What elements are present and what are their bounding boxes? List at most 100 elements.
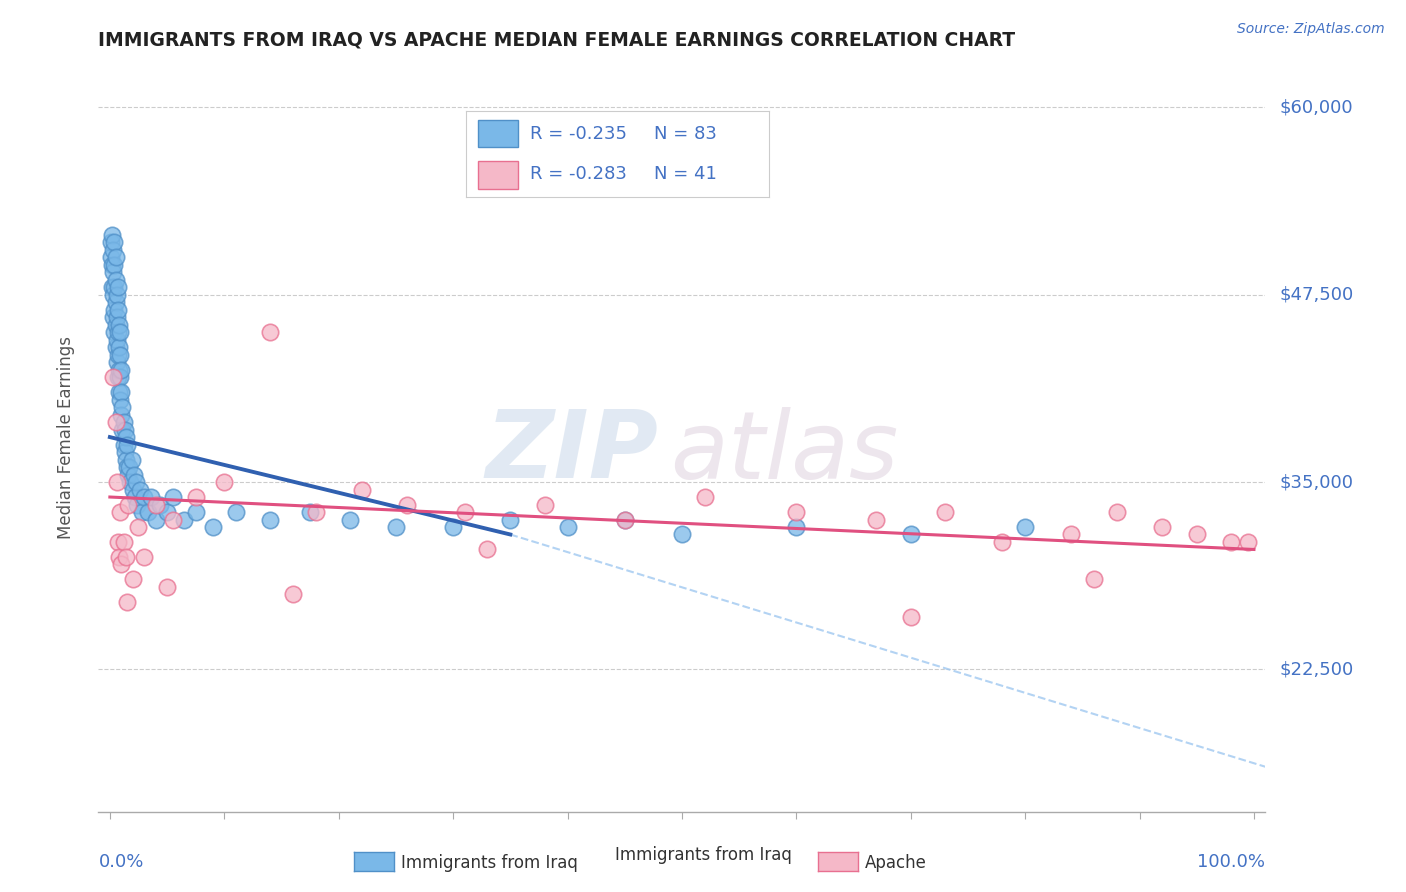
- Point: [107, 280, 129, 294]
- Point: [110, 362, 132, 376]
- Point: [121, 573, 143, 587]
- Point: [101, 280, 124, 294]
- Point: [110, 558, 132, 572]
- Point: [115, 595, 138, 609]
- Point: [149, 498, 172, 512]
- Point: [103, 280, 125, 294]
- Point: [105, 287, 128, 301]
- Point: [162, 512, 184, 526]
- Point: [104, 250, 127, 264]
- Point: [865, 512, 887, 526]
- Point: [453, 505, 475, 519]
- Point: [103, 243, 125, 257]
- Point: [281, 587, 304, 601]
- Point: [441, 520, 464, 534]
- Point: [114, 423, 136, 437]
- Point: [108, 505, 131, 519]
- Point: [120, 475, 142, 489]
- Point: [108, 325, 131, 339]
- Point: [396, 498, 419, 512]
- Point: [127, 498, 149, 512]
- Point: [1105, 505, 1128, 519]
- Point: [156, 505, 179, 519]
- Point: [117, 498, 139, 512]
- Point: [115, 430, 138, 444]
- Point: [103, 302, 125, 317]
- Text: 100.0%: 100.0%: [1198, 853, 1265, 871]
- Point: [162, 490, 184, 504]
- Point: [118, 460, 141, 475]
- Point: [103, 235, 125, 250]
- Point: [107, 348, 129, 362]
- Point: [134, 549, 156, 564]
- Point: [225, 505, 247, 519]
- Point: [107, 370, 129, 384]
- Point: [139, 490, 162, 504]
- Text: $35,000: $35,000: [1279, 473, 1354, 491]
- Point: [108, 318, 131, 332]
- Point: [105, 310, 128, 325]
- Point: [103, 310, 125, 325]
- Point: [1152, 520, 1174, 534]
- Point: [136, 505, 159, 519]
- Point: [105, 475, 128, 489]
- Point: [112, 415, 135, 429]
- Point: [103, 265, 125, 279]
- Point: [785, 520, 807, 534]
- Point: [115, 460, 138, 475]
- Point: [1237, 535, 1260, 549]
- Point: [671, 527, 693, 541]
- Point: [499, 512, 522, 526]
- Text: ZIP: ZIP: [485, 406, 658, 498]
- Point: [115, 549, 138, 564]
- Text: Apache: Apache: [865, 854, 927, 871]
- Point: [104, 295, 127, 310]
- Point: [100, 235, 122, 250]
- Point: [134, 490, 156, 504]
- Point: [100, 250, 122, 264]
- Point: [104, 340, 127, 354]
- Point: [121, 483, 143, 497]
- Point: [112, 437, 135, 451]
- Point: [111, 400, 134, 414]
- Point: [214, 475, 236, 489]
- Point: [117, 467, 139, 482]
- Point: [145, 498, 167, 512]
- Point: [156, 580, 179, 594]
- Point: [122, 467, 145, 482]
- Point: [101, 258, 124, 272]
- Point: [103, 287, 125, 301]
- Point: [101, 227, 124, 242]
- Text: $60,000: $60,000: [1279, 98, 1353, 116]
- Point: [103, 258, 125, 272]
- Point: [107, 535, 129, 549]
- Text: 0.0%: 0.0%: [98, 853, 143, 871]
- Point: [124, 490, 146, 504]
- Text: Immigrants from Iraq: Immigrants from Iraq: [401, 854, 578, 871]
- Point: [104, 415, 127, 429]
- Point: [184, 490, 207, 504]
- Point: [477, 542, 499, 557]
- Point: [1185, 527, 1208, 541]
- Point: [613, 512, 636, 526]
- Point: [112, 535, 135, 549]
- Point: [115, 437, 138, 451]
- Point: [299, 505, 322, 519]
- Point: [339, 512, 361, 526]
- Point: [125, 475, 148, 489]
- Text: $22,500: $22,500: [1279, 660, 1354, 678]
- Point: [108, 549, 131, 564]
- Point: [259, 325, 281, 339]
- Point: [785, 505, 807, 519]
- Point: [110, 408, 132, 422]
- Point: [103, 370, 125, 384]
- Point: [105, 355, 128, 369]
- Point: [108, 370, 131, 384]
- Point: [991, 535, 1014, 549]
- Point: [108, 340, 131, 354]
- Point: [533, 498, 555, 512]
- Point: [1083, 573, 1105, 587]
- Point: [128, 483, 150, 497]
- Point: [108, 385, 131, 400]
- Text: atlas: atlas: [671, 407, 898, 498]
